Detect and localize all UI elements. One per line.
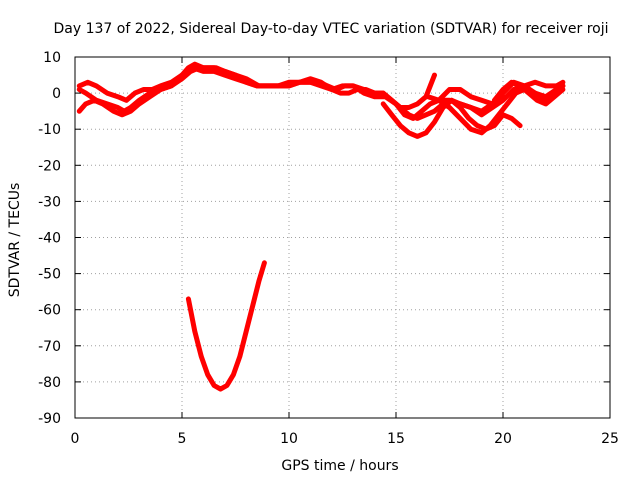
x-tick-label: 10: [280, 431, 298, 447]
x-tick-label: 0: [71, 431, 80, 447]
y-tick-label: -90: [38, 411, 61, 427]
y-tick-label: -40: [38, 231, 61, 247]
y-tick-label: -50: [38, 267, 61, 283]
y-tick-label: -20: [38, 158, 61, 174]
series-line-track-g: [491, 79, 566, 107]
series-line-track-d: [380, 97, 523, 139]
series-line-track-c: [76, 65, 566, 121]
y-tick-label: -30: [38, 194, 61, 210]
y-tick-label: 10: [43, 50, 61, 66]
x-tick-label: 20: [494, 431, 512, 447]
series-layer: [76, 61, 566, 392]
x-tick-label: 5: [178, 431, 187, 447]
x-tick-label: 25: [601, 431, 619, 447]
tick-layer: [74, 56, 611, 419]
y-axis-label: SDTVAR / TECUs: [7, 183, 23, 298]
series-line-track-h: [185, 260, 267, 392]
y-tick-label: -80: [38, 375, 61, 391]
y-tick-label: -60: [38, 303, 61, 319]
series-line-track-e: [425, 83, 566, 136]
label-layer: 0 5 10 15 20 25 10 0 -10 -20 -30 -40 -50 -60 -70 -80 -90: [38, 50, 619, 447]
y-tick-label: 0: [52, 86, 61, 102]
y-tick-label: -10: [38, 122, 61, 138]
y-tick-label: -70: [38, 339, 61, 355]
x-tick-label: 15: [387, 431, 405, 447]
chart-title: Day 137 of 2022, Sidereal Day-to-day VTE…: [53, 21, 608, 37]
x-axis-label: GPS time / hours: [281, 458, 398, 474]
